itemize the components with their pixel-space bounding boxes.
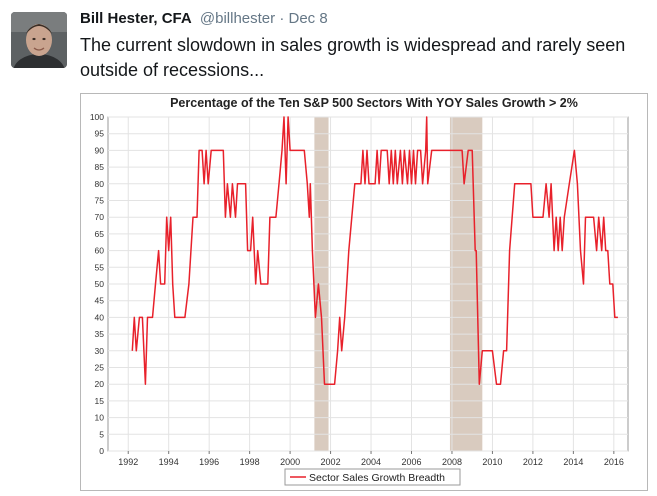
x-tick-label: 2014 [563,457,583,467]
y-tick-label: 70 [95,212,105,222]
x-tick-label: 2010 [482,457,502,467]
author-name[interactable]: Bill Hester, CFA [80,10,192,27]
y-tick-label: 40 [95,312,105,322]
x-tick-label: 2002 [321,457,341,467]
x-tick-label: 1994 [159,457,179,467]
tweet-media-chart[interactable]: Percentage of the Ten S&P 500 Sectors Wi… [80,93,648,491]
series-line-0 [131,116,618,385]
author-handle[interactable]: @billhester [199,10,276,27]
x-tick-label: 1998 [240,457,260,467]
x-tick-label: 2004 [361,457,381,467]
chart-legend: Sector Sales Growth Breadth [284,468,461,486]
x-tick-label: 1992 [118,457,138,467]
tweet-text: The current slowdown in sales growth is … [80,35,626,80]
legend-label: Sector Sales Growth Breadth [309,472,445,484]
chart-title: Percentage of the Ten S&P 500 Sectors Wi… [170,96,578,110]
y-tick-label: 0 [99,446,104,456]
y-tick-label: 85 [95,162,105,172]
x-tick-label: 2012 [523,457,543,467]
tweet-date[interactable]: Dec 8 [288,10,328,27]
legend-box [284,468,461,486]
y-tick-label: 45 [95,296,105,306]
y-tick-label: 10 [95,413,105,423]
header-separator: · [279,10,285,27]
y-tick-label: 20 [95,379,105,389]
y-tick-label: 75 [95,196,105,206]
y-tick-label: 60 [95,246,105,256]
y-tick-label: 65 [95,229,105,239]
sector-breadth-chart: Percentage of the Ten S&P 500 Sectors Wi… [80,93,648,491]
x-tick-label: 2000 [280,457,300,467]
y-tick-label: 55 [95,262,105,272]
x-tick-label: 2008 [442,457,462,467]
y-tick-label: 50 [95,279,105,289]
y-tick-label: 90 [95,145,105,155]
author-avatar[interactable] [11,12,67,68]
x-tick-label: 2006 [401,457,421,467]
y-tick-label: 30 [95,346,105,356]
y-tick-label: 100 [90,112,104,122]
profile-photo-icon [11,12,67,68]
tweet-header: Bill Hester, CFA @billhester · Dec 8 [80,10,328,27]
x-tick-label: 1996 [199,457,219,467]
y-tick-label: 15 [95,396,105,406]
y-tick-label: 95 [95,129,105,139]
y-tick-label: 80 [95,179,105,189]
y-tick-label: 5 [99,429,104,439]
y-tick-label: 35 [95,329,105,339]
x-tick-label: 2016 [604,457,624,467]
y-tick-label: 25 [95,363,105,373]
